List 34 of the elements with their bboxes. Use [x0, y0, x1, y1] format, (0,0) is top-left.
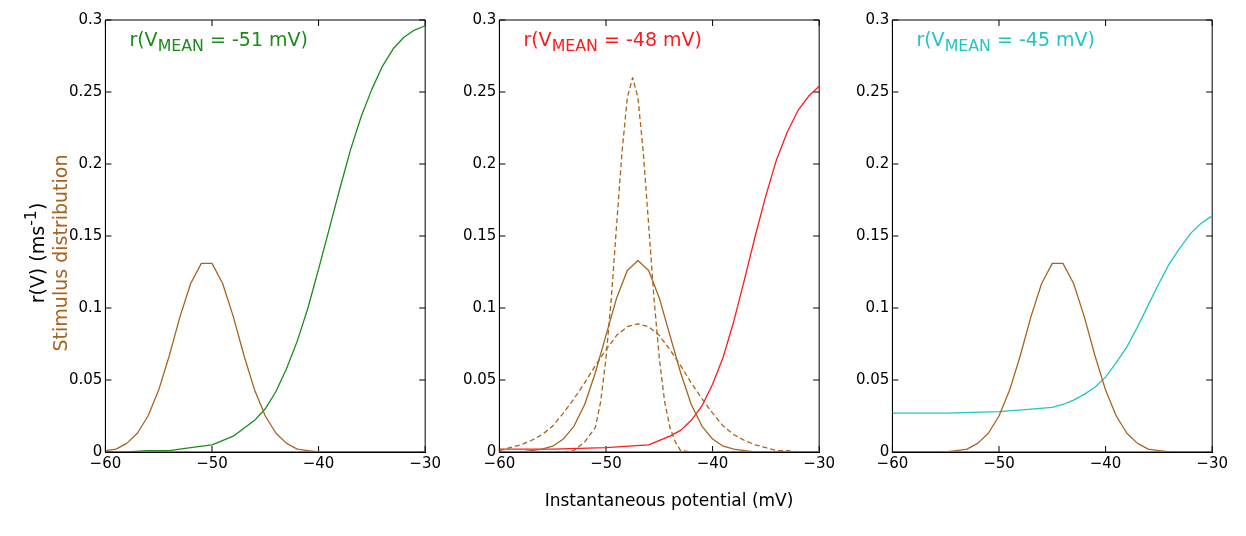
y-tick-label: 0.2	[472, 153, 497, 172]
x-tick-label: −40	[1089, 453, 1122, 472]
y-tick-label: 0.2	[78, 153, 103, 172]
y-tick-label: 0	[92, 441, 103, 460]
y-tick-label: 0.05	[68, 369, 103, 388]
y-tick-label: 0.3	[78, 9, 103, 28]
y-tick-label: 0.2	[865, 153, 890, 172]
text: r(V$_{MEAN}$ = -48 mV)	[523, 28, 702, 55]
text: r(V$_{MEAN}$ = -45 mV)	[916, 28, 1095, 55]
text: r(V$_{MEAN}$ = -51 mV)	[129, 28, 308, 55]
y-tick-label: 0.25	[462, 81, 497, 100]
y-tick-label: 0.25	[68, 81, 103, 100]
x-tick-label: −30	[409, 453, 441, 472]
x-tick-label: −50	[590, 453, 622, 472]
y-tick-label: 0.15	[68, 225, 103, 244]
y-tick-label: 0	[879, 441, 890, 460]
y-tick-label: 0.25	[855, 81, 890, 100]
x-tick-label: −30	[1196, 453, 1228, 472]
y-tick-label: 0.15	[462, 225, 497, 244]
x-axis-title: Instantaneous potential (mV)	[543, 490, 795, 510]
y-tick-label: 0.3	[865, 9, 890, 28]
y-tick-label: 0.15	[855, 225, 890, 244]
y-tick-label: 0.1	[472, 297, 497, 316]
y-tick-label: 0.05	[855, 369, 890, 388]
y-tick-label: 0.3	[472, 9, 497, 28]
x-tick-label: −40	[302, 453, 335, 472]
y-tick-label: 0.1	[78, 297, 103, 316]
x-tick-label: −50	[983, 453, 1015, 472]
x-tick-label: −30	[803, 453, 835, 472]
y-tick-label: 0.1	[865, 297, 890, 316]
x-tick-label: −50	[196, 453, 228, 472]
y-tick-label: 0	[486, 441, 497, 460]
y-tick-label: 0.05	[462, 369, 497, 388]
x-tick-label: −40	[696, 453, 729, 472]
